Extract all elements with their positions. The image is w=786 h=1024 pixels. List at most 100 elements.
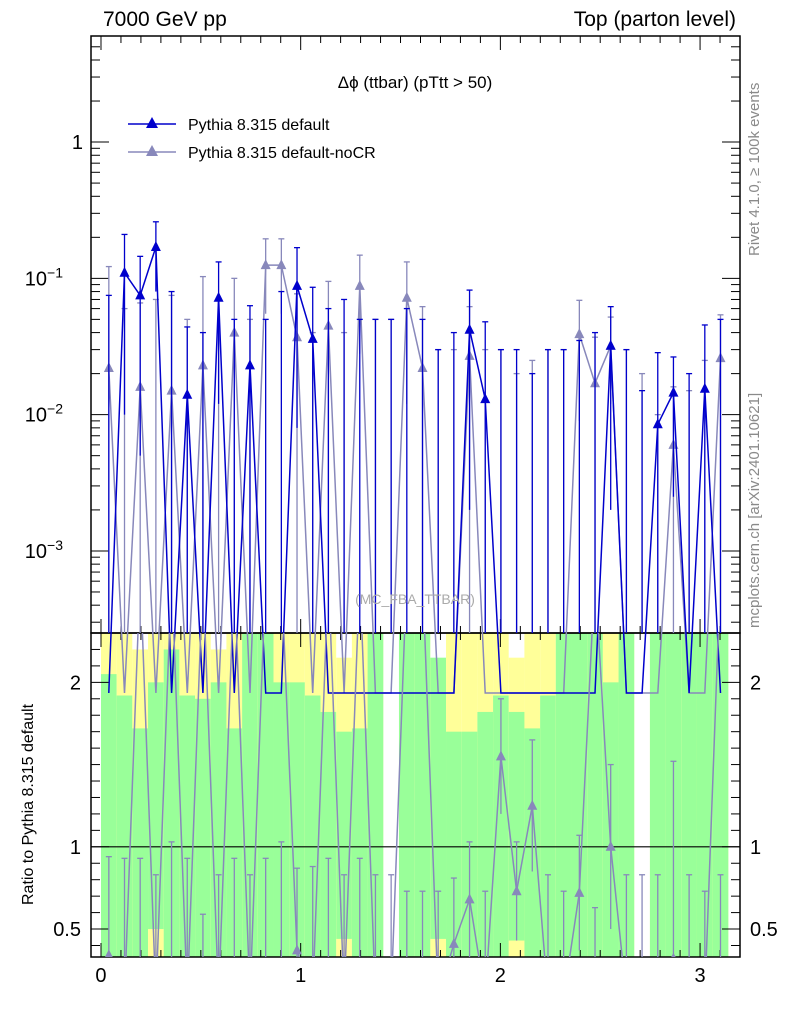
y-tick-label: 10−2	[25, 401, 63, 427]
data-point	[244, 359, 255, 370]
ratio-panel	[90, 632, 741, 958]
band-inner-bin	[477, 711, 494, 957]
series-line	[108, 246, 722, 694]
main-series-group	[103, 221, 726, 694]
ratio-tick-label-right: 1	[750, 837, 761, 859]
ratio-y-label: Ratio to Pythia 8.315 default	[20, 703, 37, 905]
y-tick-exponent: −2	[47, 401, 63, 417]
data-point	[182, 388, 193, 399]
ratio-point	[574, 886, 585, 897]
ratio-tick-label-right: 0.5	[750, 919, 778, 941]
y-tick-exponent: −3	[47, 537, 63, 553]
band-inner-bin	[555, 633, 572, 957]
band-inner-bin	[148, 682, 164, 930]
data-point	[605, 339, 616, 350]
y-tick-label: 10−1	[25, 264, 63, 290]
data-point	[480, 393, 491, 404]
x-tick-label: 3	[694, 965, 705, 987]
legend-label-nocr: Pythia 8.315 default-noCR	[188, 145, 376, 162]
ratio-point	[105, 949, 113, 957]
legend-marker-nocr	[146, 145, 158, 156]
ratio-axes: 0 1 2 3 0.5 0.5 1 1 2 2	[53, 633, 778, 987]
band-inner-bin	[320, 711, 337, 957]
band-inner-bin	[414, 633, 431, 957]
band-inner-bin	[508, 711, 525, 941]
band-gap-bin	[336, 633, 352, 658]
data-point	[260, 259, 271, 270]
data-point	[135, 289, 146, 300]
ratio-tick-label-left: 2	[70, 672, 81, 694]
data-point	[307, 332, 318, 343]
band-inner-bin	[289, 682, 305, 957]
ratio-line	[108, 633, 720, 957]
band-inner-bin	[540, 695, 556, 957]
band-inner-bin	[226, 728, 243, 957]
ratio-point	[448, 937, 459, 948]
band-inner-bin	[681, 633, 697, 957]
legend-label-default: Pythia 8.315 default	[188, 117, 330, 134]
band-gap-bin	[430, 633, 447, 658]
mcplots-text: mcplots.cern.ch [arXiv:2401.10621]	[746, 392, 763, 628]
band-inner-bin	[398, 633, 415, 957]
band-inner-bin	[618, 633, 635, 957]
header-left: 7000 GeV pp	[103, 8, 227, 31]
data-point	[150, 240, 161, 251]
data-point	[652, 418, 663, 429]
band-inner-bin	[493, 695, 509, 957]
ratio-point	[495, 750, 506, 761]
band-inner-bin	[163, 649, 180, 957]
ratio-point	[292, 944, 303, 955]
data-point	[119, 266, 130, 277]
band-inner-bin	[100, 674, 117, 957]
ratio-tick-label-right: 2	[750, 672, 761, 694]
data-point	[354, 279, 365, 290]
y-tick-label: 10−3	[25, 537, 63, 563]
band-inner-bin	[571, 633, 588, 957]
ratio-point	[464, 893, 475, 904]
rivet-version-text: Rivet 4.1.0, ≥ 100k events	[746, 82, 763, 256]
band-inner-bin	[195, 698, 211, 957]
band-inner-bin	[446, 731, 462, 957]
y-tick-label: 1	[72, 132, 83, 154]
ratio-tick-label-left: 1	[70, 837, 81, 859]
series-default	[105, 221, 724, 694]
band-gap-bin	[508, 633, 525, 658]
band-inner-bin	[587, 633, 603, 957]
data-point	[276, 259, 287, 270]
ratio-point	[671, 952, 676, 957]
x-tick-label: 2	[495, 965, 506, 987]
ratio-point	[527, 799, 538, 810]
ratio-series-nocr	[105, 633, 724, 957]
band-gap-bin	[210, 633, 227, 650]
band-inner-bin	[132, 728, 149, 957]
ratio-point	[511, 885, 522, 896]
band-inner-bin	[273, 682, 290, 957]
ratio-series-group	[105, 633, 724, 957]
legend: Pythia 8.315 default Pythia 8.315 defaul…	[128, 117, 376, 162]
data-point	[401, 291, 412, 302]
data-point	[292, 279, 303, 290]
chart-title: Δϕ (ttbar) (pTtt > 50)	[338, 73, 493, 92]
band-inner-bin	[649, 633, 666, 957]
ratio-point	[605, 840, 616, 851]
ratio-uncertainty-bands	[100, 633, 729, 957]
x-tick-label: 1	[295, 965, 306, 987]
band-inner-bin	[351, 728, 368, 957]
ratio-tick-label-left: 0.5	[53, 919, 81, 941]
x-tick-label: 0	[95, 965, 106, 987]
data-point	[464, 323, 475, 334]
watermark: (MC_FBA_TTBAR)	[355, 591, 475, 607]
data-point	[668, 386, 679, 397]
band-inner-bin	[257, 633, 274, 957]
series-nocr	[103, 238, 726, 694]
band-inner-bin	[430, 633, 447, 939]
legend-marker-default	[146, 117, 158, 128]
data-point	[213, 291, 224, 302]
data-point	[574, 328, 585, 339]
header-right: Top (parton level)	[573, 8, 736, 31]
band-inner-bin	[712, 633, 729, 957]
y-tick-exponent: −1	[47, 264, 63, 280]
data-point	[699, 382, 710, 393]
band-gap-bin	[132, 633, 149, 650]
